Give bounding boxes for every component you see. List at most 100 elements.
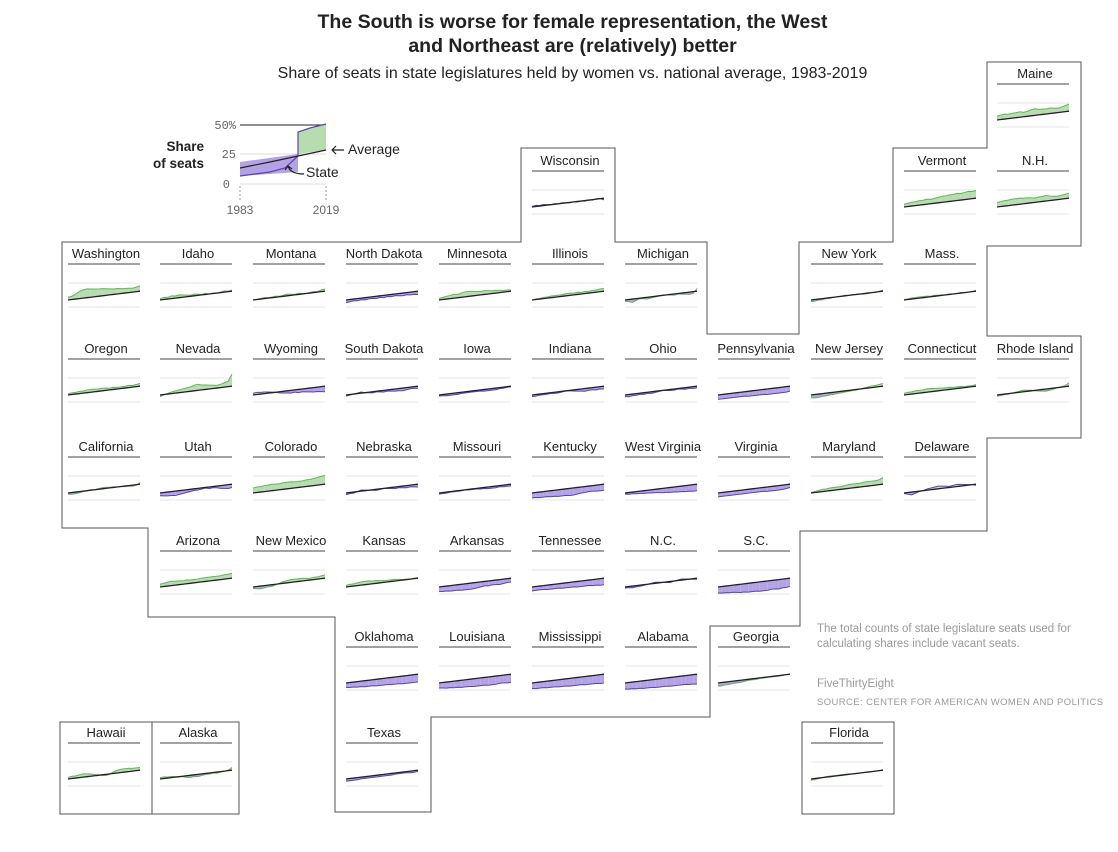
state-share-line xyxy=(717,390,791,400)
area-above-average xyxy=(209,576,214,581)
state-tile: Wisconsin xyxy=(524,150,616,245)
florida-outline xyxy=(801,721,895,815)
area-below-average xyxy=(632,681,637,689)
area-above-average xyxy=(113,288,118,295)
state-sparkline xyxy=(810,358,884,403)
area-below-average xyxy=(592,675,597,684)
area-below-average xyxy=(659,678,663,688)
state-sparkline xyxy=(531,646,605,691)
area-below-average xyxy=(503,674,508,683)
area-below-average xyxy=(380,678,384,686)
state-sparkline xyxy=(345,742,419,787)
area-above-average xyxy=(128,288,133,293)
area-below-average xyxy=(752,582,756,592)
legend: 50% 25 0 1983 2019 Average State xyxy=(214,119,400,217)
area-above-average xyxy=(71,294,76,300)
state-tile: Vermont xyxy=(896,150,988,245)
state-tile: N.C. xyxy=(617,530,709,625)
state-share-line xyxy=(159,373,233,398)
state-name: Rhode Island xyxy=(996,341,1074,356)
area-above-average xyxy=(1050,108,1054,114)
area-below-average xyxy=(588,579,593,586)
area-below-average xyxy=(752,390,756,396)
area-below-average xyxy=(558,583,563,589)
state-name: North Dakota xyxy=(345,246,423,261)
area-below-average xyxy=(689,484,694,492)
area-below-average xyxy=(718,586,722,594)
national-average-line xyxy=(531,577,605,588)
area-above-average xyxy=(294,481,299,488)
area-below-average xyxy=(778,387,783,394)
area-below-average xyxy=(786,578,790,588)
national-average-line xyxy=(345,385,419,396)
area-below-average xyxy=(454,584,458,591)
area-below-average xyxy=(357,681,362,688)
area-below-average xyxy=(588,485,593,492)
area-above-average xyxy=(960,192,965,201)
state-share-line xyxy=(67,382,141,395)
area-above-average xyxy=(94,289,99,297)
national-average-line xyxy=(159,385,233,396)
area-above-average xyxy=(98,288,103,297)
national-average-line xyxy=(624,577,698,588)
area-above-average xyxy=(1046,195,1051,201)
area-below-average xyxy=(693,484,697,492)
national-average-line xyxy=(438,673,512,684)
footnote: The total counts of state legislature se… xyxy=(817,623,1071,650)
area-above-average xyxy=(1019,198,1024,205)
state-sparkline xyxy=(438,646,512,691)
area-below-average xyxy=(670,486,675,493)
state-name: Michigan xyxy=(636,246,690,261)
national-average-line xyxy=(438,290,512,301)
area-above-average xyxy=(1046,108,1051,114)
area-below-average xyxy=(763,580,768,591)
state-name: Ohio xyxy=(649,341,677,356)
area-below-average xyxy=(461,583,466,591)
area-below-average xyxy=(736,490,741,495)
national-average-line xyxy=(996,197,1070,208)
area-above-average xyxy=(1015,111,1020,118)
area-above-average xyxy=(964,191,969,200)
state-sparkline xyxy=(67,456,141,501)
state-sparkline xyxy=(159,358,233,403)
area-above-average xyxy=(201,384,206,390)
area-below-average xyxy=(740,583,745,593)
state-sparkline xyxy=(531,358,605,403)
area-below-average xyxy=(539,585,544,590)
area-below-average xyxy=(778,485,783,490)
legend-average-arrow-icon xyxy=(331,145,344,155)
area-below-average xyxy=(473,678,477,687)
state-name: Washington xyxy=(71,246,141,261)
area-above-average xyxy=(86,288,91,298)
state-sparkline xyxy=(159,456,233,501)
state-name: Georgia xyxy=(732,629,780,644)
area-below-average xyxy=(647,679,652,688)
chart-title: The South is worse for female representa… xyxy=(0,10,1118,58)
area-below-average xyxy=(573,581,578,587)
area-above-average xyxy=(201,577,206,582)
state-name: Florida xyxy=(829,725,869,740)
state-share-line xyxy=(624,490,698,495)
area-below-average xyxy=(581,580,586,587)
area-above-average xyxy=(1038,108,1043,115)
state-sparkline xyxy=(345,550,419,595)
legend-average-label: Average xyxy=(348,141,400,157)
state-name: Mississippi xyxy=(538,629,602,644)
national-average-line xyxy=(903,483,977,494)
state-tile: New Jersey xyxy=(803,338,895,433)
area-above-average xyxy=(1000,200,1005,207)
state-sparkline xyxy=(717,358,791,403)
area-below-average xyxy=(736,392,741,398)
area-above-average xyxy=(1019,111,1024,118)
state-share-line xyxy=(624,683,698,690)
area-below-average xyxy=(346,682,350,688)
state-sparkline xyxy=(624,358,698,403)
area-below-average xyxy=(465,583,470,590)
area-below-average xyxy=(596,484,601,492)
area-above-average xyxy=(228,374,232,387)
area-below-average xyxy=(596,674,601,684)
area-above-average xyxy=(473,291,477,296)
state-sparkline xyxy=(438,550,512,595)
state-tile: Texas xyxy=(338,722,430,817)
area-below-average xyxy=(476,677,481,687)
